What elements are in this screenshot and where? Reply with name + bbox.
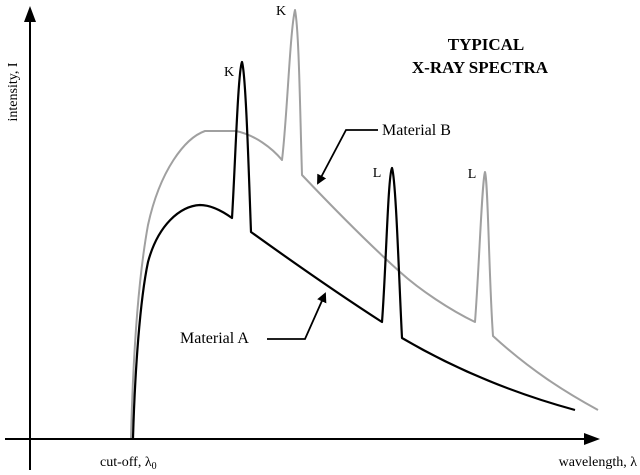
- cutoff-label-text: cut-off, λ: [100, 455, 152, 470]
- x-axis-arrow: [584, 433, 600, 445]
- material-a-l-label: L: [373, 166, 382, 181]
- x-axis-label: wavelength, λ: [559, 455, 638, 470]
- title-line-1: TYPICAL: [448, 35, 525, 54]
- material-b-l-label: L: [468, 167, 477, 182]
- cutoff-label: cut-off, λ0: [100, 455, 157, 472]
- material-b-k-label: K: [276, 4, 286, 19]
- material-b-pointer: [317, 129, 378, 185]
- material-a-curve: [131, 60, 576, 439]
- material-a-label: Material A: [180, 330, 249, 347]
- y-axis-arrow: [24, 6, 36, 22]
- title-line-2: X-RAY SPECTRA: [412, 58, 549, 77]
- material-b-label: Material B: [382, 122, 451, 139]
- y-axis-label: intensity, I: [6, 62, 21, 121]
- material-b-curve: [130, 9, 599, 439]
- material-a-k-label: K: [224, 65, 234, 80]
- cutoff-label-subscript: 0: [152, 461, 157, 472]
- material-a-pointer: [267, 292, 327, 340]
